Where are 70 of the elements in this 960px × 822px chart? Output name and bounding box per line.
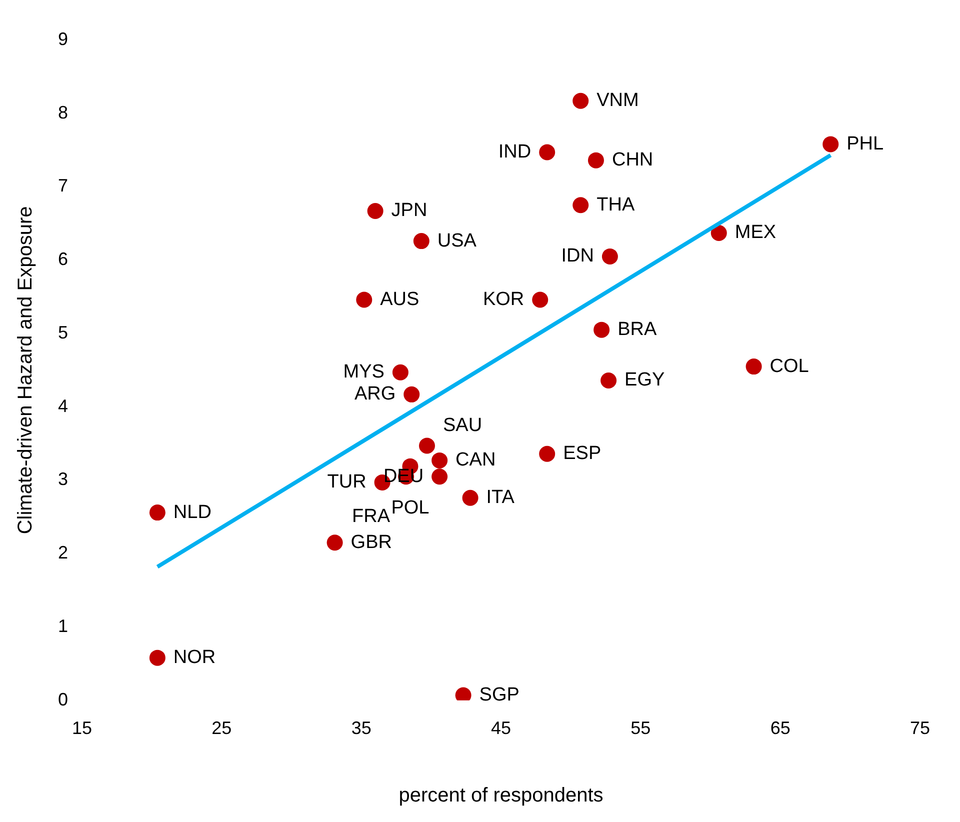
x-tick-label: 65 [770,718,790,738]
x-axis-title: percent of respondents [398,784,604,807]
y-tick-label: 3 [58,469,68,490]
y-tick-label: 0 [58,689,68,710]
point [367,202,384,219]
x-tick-label: 55 [630,718,651,738]
data-label: SAU [442,415,482,436]
point [432,452,448,468]
data-label: ITA [486,487,515,508]
y-tick-label: 9 [58,28,68,49]
point [572,92,589,109]
point [404,386,420,402]
data-label: USA [437,230,477,252]
y-tick-label: 1 [58,616,68,636]
data-label: IND [498,142,532,162]
point [600,372,617,388]
point [462,490,478,506]
point [532,292,548,308]
data-label: MYS [343,362,384,383]
y-axis-title: Climate-driven Hazard and Exposure [14,206,37,534]
data-label: IDN [561,246,594,267]
data-label: ESP [563,443,602,464]
x-tick-label: 25 [212,718,232,738]
point [149,650,166,666]
data-label: POL [391,498,430,519]
data-label: FRA [352,506,390,527]
point [602,248,618,264]
y-tick-label: 5 [58,322,68,342]
point [539,144,556,160]
y-tick-label: 8 [58,102,68,122]
y-tick-label: 6 [58,249,68,270]
point [572,197,589,214]
x-tick-label: 45 [490,718,512,738]
point [594,322,610,338]
point [418,438,435,454]
data-label: BRA [618,319,657,340]
data-label: CAN [456,450,496,471]
point [539,446,556,462]
data-label: JPN [391,200,428,222]
data-label: TUR [327,472,366,493]
data-label: AUS [380,288,420,310]
data-label: NOR [173,647,216,668]
point [326,534,343,551]
y-tick-label: 4 [58,396,68,416]
y-tick-label: 2 [58,542,68,563]
x-tick-label: 15 [72,718,92,738]
point [588,152,604,168]
data-label: EGY [624,370,665,391]
point [149,504,166,521]
point [746,358,762,375]
x-tick-label: 75 [910,718,930,738]
data-label: THA [596,194,635,216]
data-label: GBR [350,532,392,553]
point [413,233,430,250]
data-label: ARG [354,384,396,405]
data-label: MEX [734,222,776,244]
data-label: NLD [173,502,212,523]
point [392,364,408,380]
y-tick-label: 7 [58,176,68,196]
point [356,292,372,308]
data-label: CHN [612,150,654,171]
point [822,136,839,152]
point [432,468,448,485]
data-label: SGP [479,684,520,706]
data-label: PHL [846,133,884,154]
x-tick-label: 35 [351,718,372,738]
point [710,224,727,241]
data-label: KOR [482,288,524,310]
data-label: VNM [596,90,639,112]
data-label: COL [770,356,809,377]
